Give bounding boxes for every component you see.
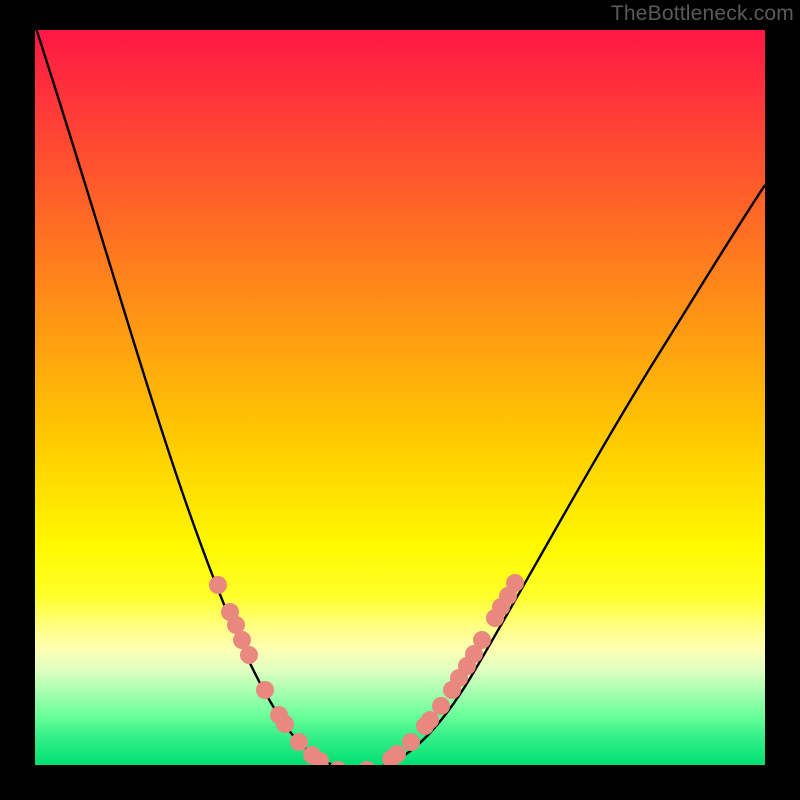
data-marker [256, 681, 274, 699]
data-marker [473, 631, 491, 649]
data-marker [290, 733, 308, 751]
plot-gradient-background [35, 30, 765, 765]
data-marker [506, 574, 524, 592]
plot-area [35, 25, 765, 779]
data-marker [388, 745, 406, 763]
data-marker [276, 715, 294, 733]
data-marker [209, 576, 227, 594]
bottleneck-chart [0, 0, 800, 800]
data-marker [402, 733, 420, 751]
data-marker [432, 697, 450, 715]
data-marker [240, 646, 258, 664]
watermark-text: TheBottleneck.com [611, 2, 794, 26]
data-marker [421, 711, 439, 729]
